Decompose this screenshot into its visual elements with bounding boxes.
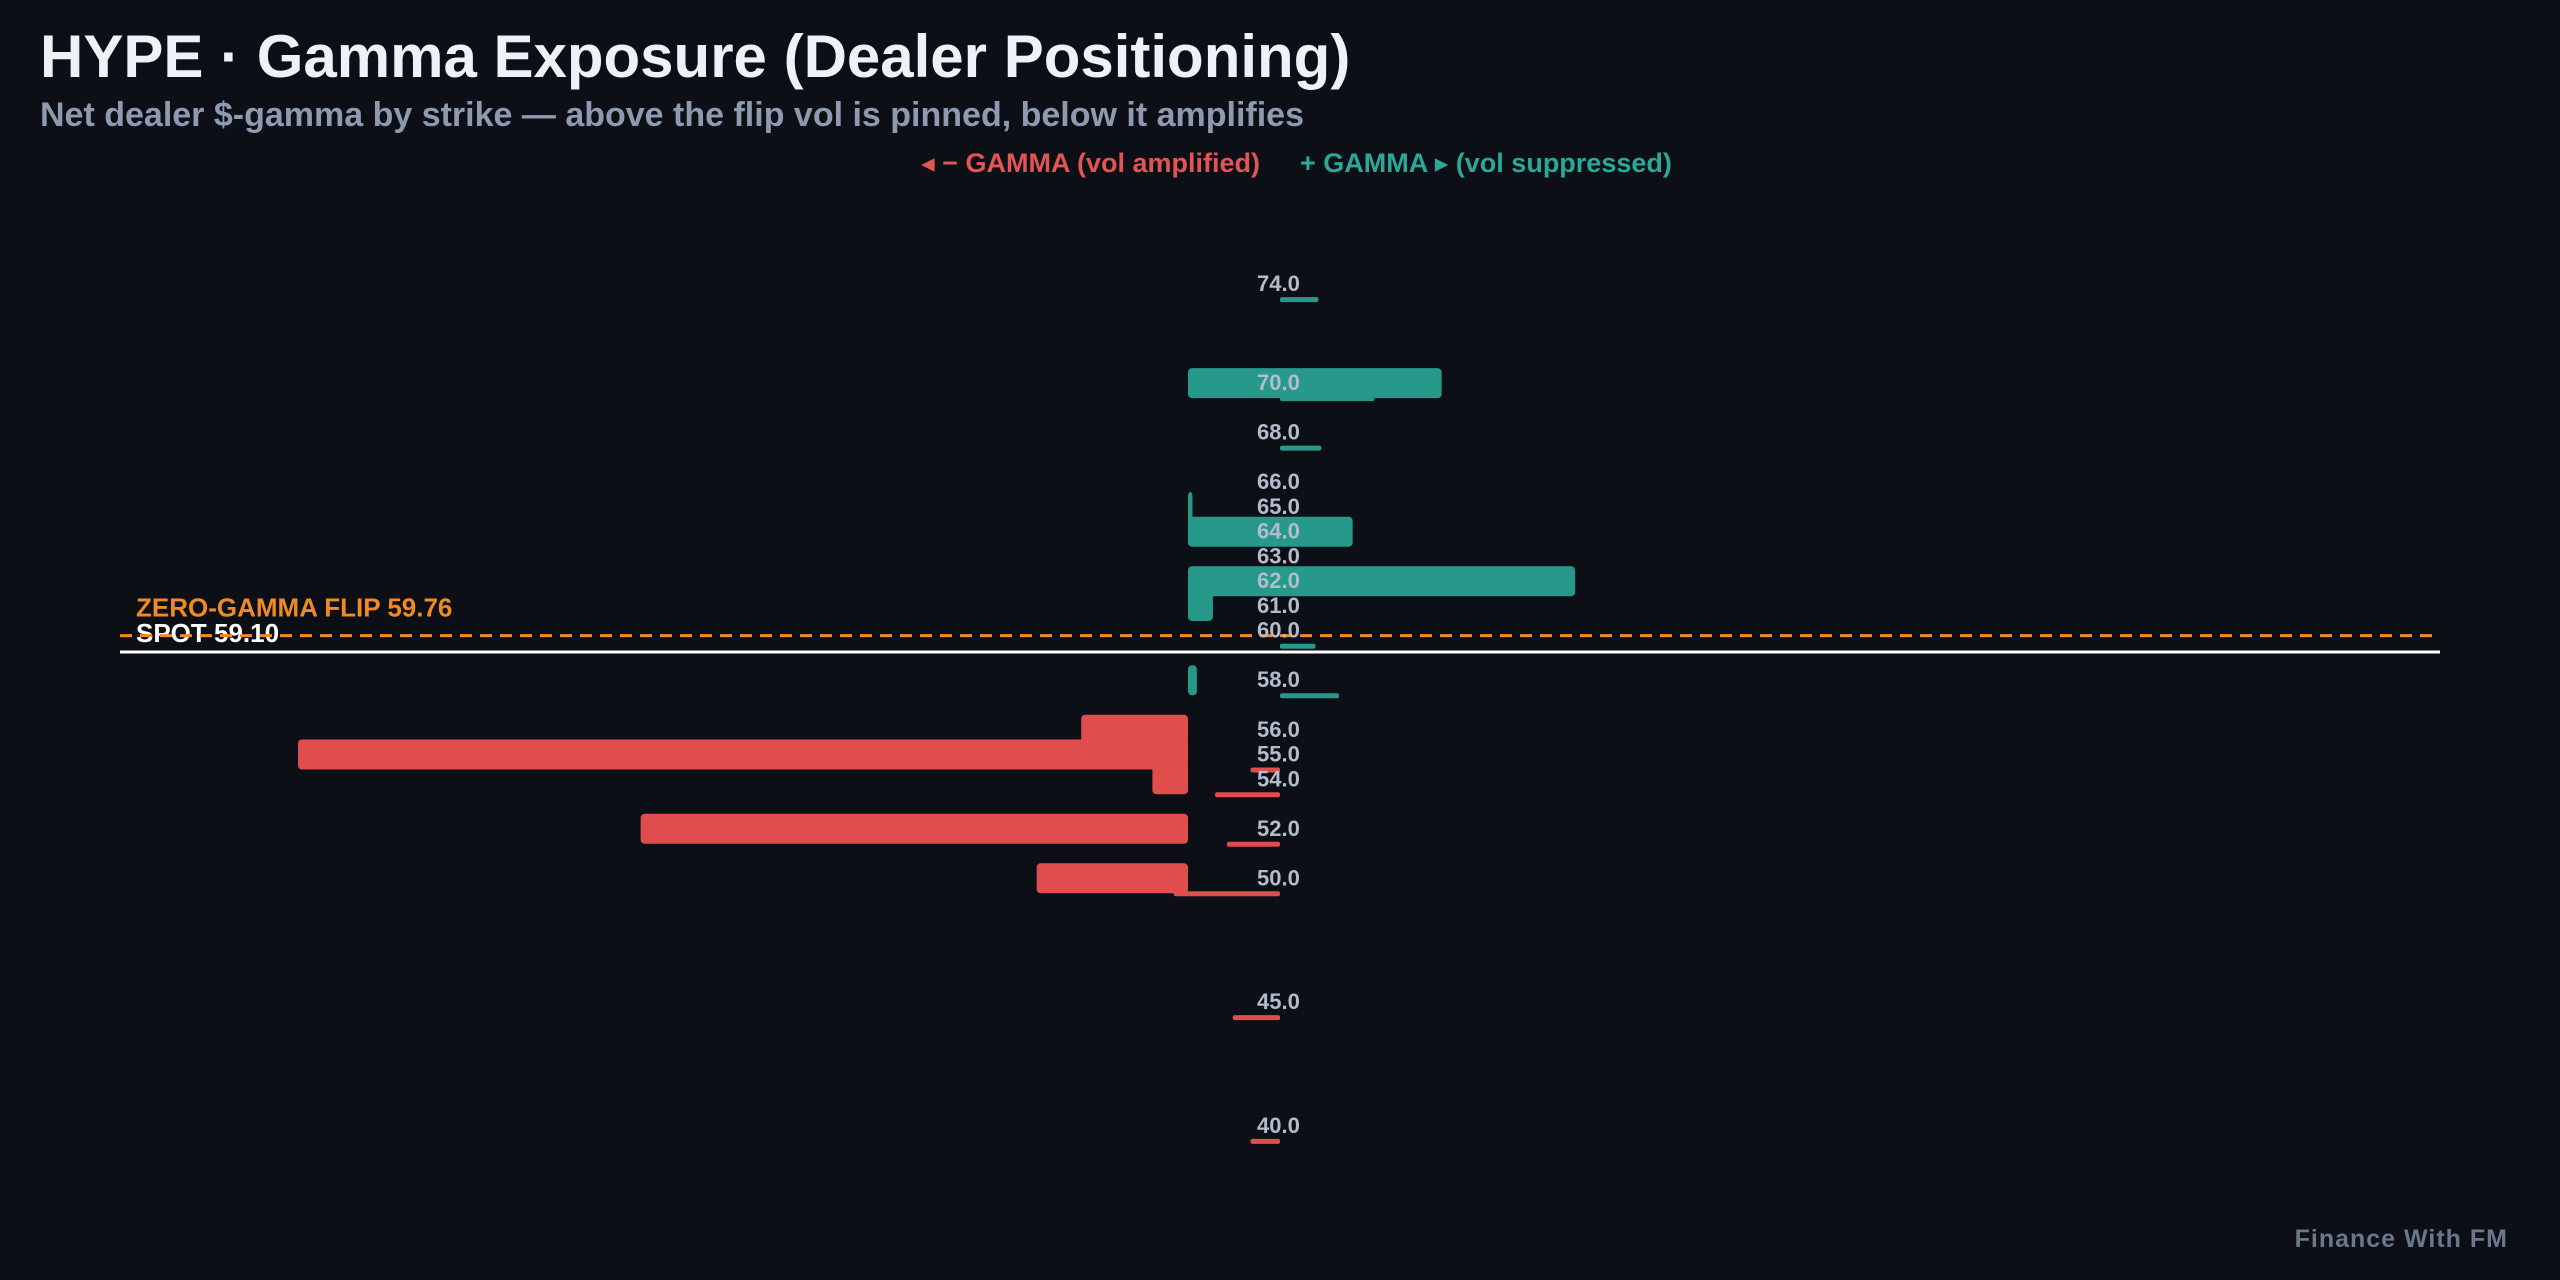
strike-label-58.0: 58.0 (1257, 667, 1300, 692)
strike-labels: 74.0 70.0 68.0 66.065.064.063.062.061.060.0… (1257, 271, 1300, 1138)
secondary-bar-40.0 (1250, 1138, 1280, 1144)
chart-title: HYPE · Gamma Exposure (Dealer Positionin… (40, 23, 1351, 90)
strike-label-74.0: 74.0 (1257, 271, 1300, 296)
strike-label-64.0: 64.0 (1257, 519, 1300, 544)
gamma-bar-56.0 (1081, 714, 1188, 745)
gamma-bar-58.0 (1188, 665, 1197, 696)
secondary-bar-74.0 (1280, 297, 1319, 303)
strike-label-68.0: 68.0 (1257, 420, 1300, 445)
strike-label-56.0: 56.0 (1257, 717, 1300, 742)
bars-layer (298, 297, 1576, 1144)
zero-gamma-flip-label: ZERO-GAMMA FLIP 59.76 (136, 593, 452, 623)
strike-label-62.0: 62.0 (1257, 568, 1300, 593)
strike-label-70.0: 70.0 (1257, 370, 1300, 395)
secondary-bar-50.0 (1173, 891, 1280, 897)
gamma-bar-52.0 (640, 813, 1188, 844)
secondary-bar-45.0 (1232, 1015, 1280, 1021)
strike-label-50.0: 50.0 (1257, 865, 1300, 890)
strike-label-40.0: 40.0 (1257, 1113, 1300, 1138)
strike-label-60.0: 60.0 (1257, 618, 1300, 643)
strike-label-52.0: 52.0 (1257, 816, 1300, 841)
gamma-bar-61.0 (1188, 590, 1213, 621)
gamma-bar-62.0 (1188, 566, 1576, 597)
gamma-bar-65.0 (1188, 491, 1193, 522)
chart-subtitle: Net dealer $-gamma by strike — above the… (40, 96, 1304, 134)
gamma-bar-70.0 (1188, 368, 1442, 399)
spot-label: SPOT 59.10 (136, 618, 279, 648)
legend-negative-gamma: ◂ − GAMMA (vol amplified) (921, 148, 1260, 178)
secondary-bar-68.0 (1280, 445, 1322, 451)
strike-label-45.0: 45.0 (1257, 989, 1300, 1014)
watermark: Finance With FM (2294, 1225, 2508, 1253)
secondary-bar-54.0 (1215, 792, 1280, 798)
legend-positive-gamma: + GAMMA ▸ (vol suppressed) (1300, 148, 1672, 178)
strike-label-61.0: 61.0 (1257, 593, 1300, 618)
gamma-bar-55.0 (298, 739, 1188, 770)
secondary-bar-60.0 (1280, 643, 1316, 649)
strike-label-63.0: 63.0 (1257, 543, 1300, 568)
secondary-bar-55.0 (1250, 767, 1280, 773)
secondary-bar-70.0 (1280, 396, 1375, 402)
secondary-bar-58.0 (1280, 693, 1339, 699)
secondary-bar-52.0 (1226, 841, 1280, 847)
strike-label-54.0: 54.0 (1257, 766, 1300, 791)
strike-label-55.0: 55.0 (1257, 742, 1300, 767)
strike-label-65.0: 65.0 (1257, 494, 1300, 519)
gamma-bar-64.0 (1188, 516, 1353, 547)
gamma-bar-54.0 (1152, 764, 1188, 795)
gamma-bar-50.0 (1036, 863, 1188, 894)
strike-label-66.0: 66.0 (1257, 469, 1300, 494)
